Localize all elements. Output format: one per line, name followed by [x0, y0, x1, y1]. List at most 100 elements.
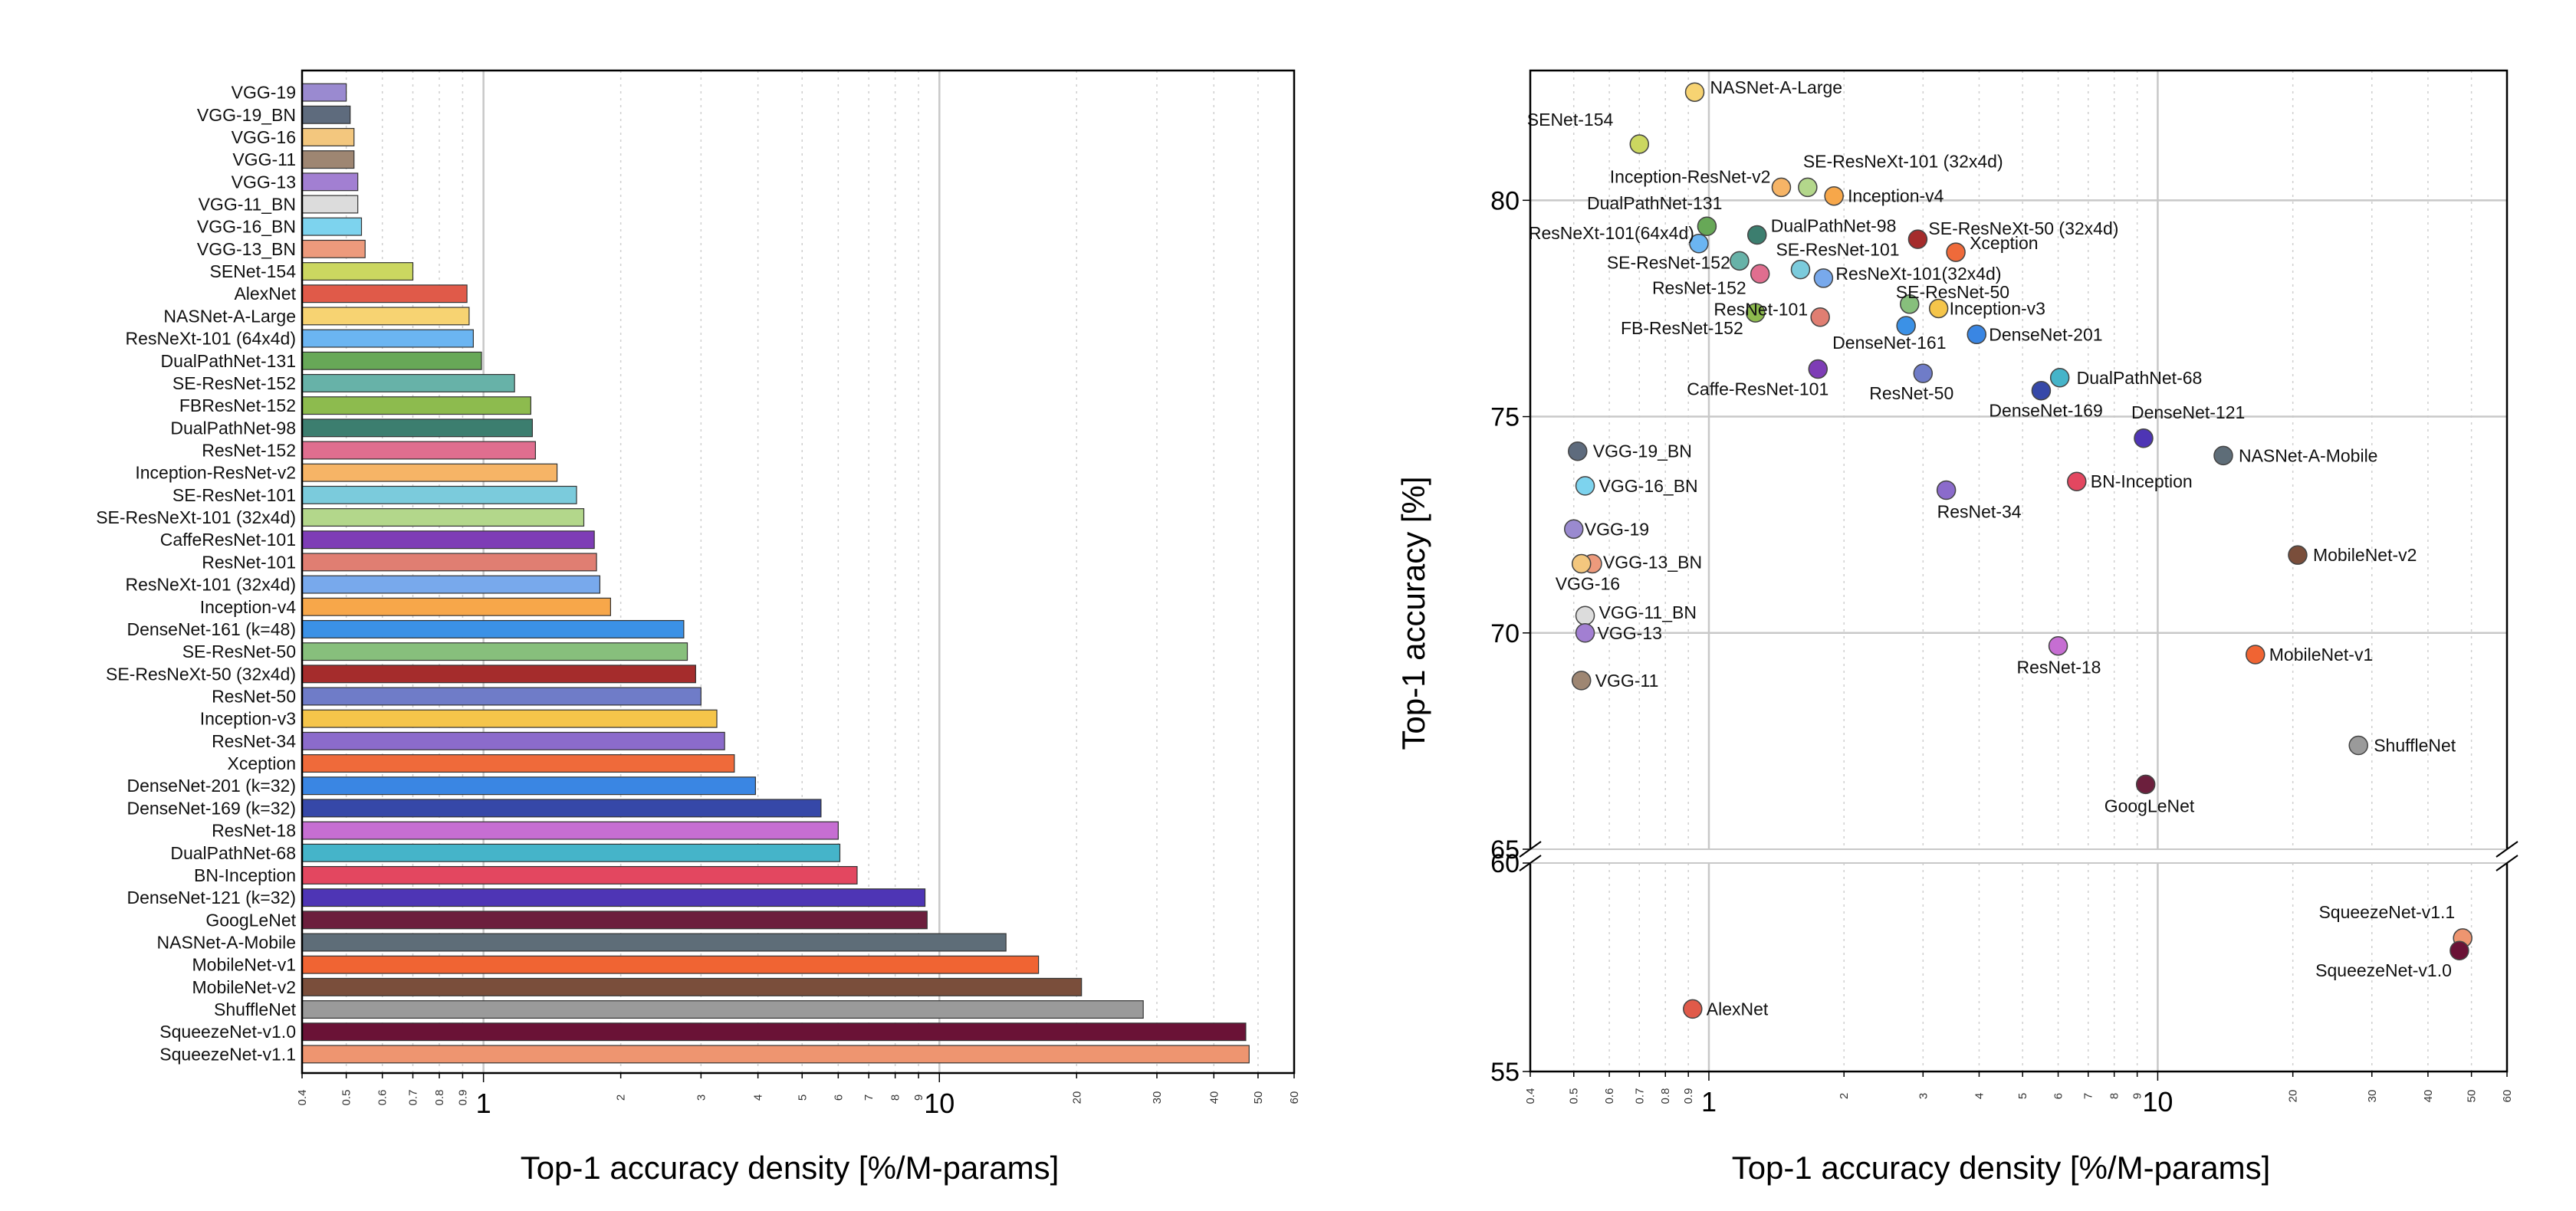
category-label: Inception-v3	[200, 709, 296, 729]
point-label: DualPathNet-98	[1771, 215, 1897, 235]
point-label: ResNet-101	[1714, 300, 1808, 320]
bar-inception-v4	[301, 597, 611, 616]
point-densenet-161	[1896, 316, 1916, 336]
point-dualpathnet-131	[1697, 216, 1717, 236]
bar-vgg-19-bn	[301, 105, 351, 124]
x-tick-label: 2	[1838, 1093, 1851, 1099]
bar-se-resnet-50	[301, 642, 688, 661]
bar-resnet-18	[301, 821, 839, 840]
x-tick-label: 0.9	[456, 1090, 469, 1106]
x-tick-label: 1	[1701, 1086, 1717, 1117]
bar-chart-bars	[301, 83, 1250, 1064]
y-tick-label: 60	[1490, 849, 1520, 878]
x-tick-label: 60	[2501, 1090, 2514, 1103]
point-label: Inception-v4	[1848, 186, 1944, 206]
x-tick-label: 9	[2131, 1093, 2144, 1099]
category-label: VGG-11	[232, 149, 296, 169]
bar-densenet-169-k-32	[301, 799, 822, 818]
x-tick-label: 0.4	[1524, 1088, 1537, 1104]
category-label: DenseNet-201 (k=32)	[127, 776, 296, 796]
x-tick-label: 50	[2466, 1090, 2479, 1103]
y-tick-label: 65	[1490, 835, 1520, 865]
point-se-resnet-50	[1900, 294, 1920, 314]
point-label: GoogLeNet	[2104, 796, 2195, 816]
point-shufflenet	[2348, 735, 2368, 756]
point-densenet-169	[2031, 380, 2052, 401]
category-label: SE-ResNet-50	[182, 642, 296, 661]
point-senet-154	[1629, 134, 1650, 154]
bar-resnet-101	[301, 553, 597, 572]
point-label: Xception	[1970, 233, 2039, 253]
bar-chart-x-axis-title: Top-1 accuracy density [%/M-params]	[521, 1150, 1060, 1186]
point-resnet-101	[1810, 307, 1830, 327]
upper-frame	[1529, 69, 2509, 849]
bar-inception-resnet-v2	[301, 463, 558, 482]
scatter-chart-y-axis-title: Top-1 accuracy [%]	[1395, 476, 1431, 750]
category-label: GoogLeNet	[205, 910, 296, 930]
lower-frame	[1529, 863, 2509, 1073]
scatter-chart-points	[1563, 82, 2472, 1019]
point-caffe-resnet-101	[1808, 359, 1829, 379]
point-dualpathnet-98	[1746, 225, 1767, 245]
category-label: SqueezeNet-v1.0	[159, 1022, 296, 1042]
x-tick-label: 4	[1973, 1093, 1986, 1099]
category-label: SE-ResNet-101	[172, 485, 296, 505]
x-tick-label: 1	[476, 1088, 491, 1119]
bar-se-resnext-50-32x4d	[301, 665, 696, 684]
category-label: SE-ResNeXt-101 (32x4d)	[96, 507, 296, 527]
point-googlenet	[2135, 774, 2156, 795]
point-resnext-101-32x4d	[1813, 268, 1834, 288]
category-label: DualPathNet-131	[161, 351, 296, 371]
point-label: SqueezeNet-v1.0	[2315, 960, 2452, 980]
bar-alexnet	[301, 284, 468, 304]
x-tick-label: 0.8	[1659, 1088, 1672, 1104]
point-resnet-50	[1913, 363, 1934, 383]
point-se-resnext-101-32x4d	[1798, 177, 1818, 198]
category-label: ResNet-101	[202, 552, 296, 572]
bar-cafferesnet-101	[301, 530, 595, 550]
point-vgg-19	[1563, 519, 1584, 540]
category-label: VGG-19_BN	[197, 105, 296, 125]
x-tick-label: 0.5	[1568, 1088, 1581, 1104]
point-inception-v4	[1824, 185, 1844, 206]
x-tick-label: 0.5	[340, 1090, 353, 1106]
bar-densenet-121-k-32	[301, 888, 926, 907]
x-tick-label: 8	[2108, 1093, 2121, 1099]
point-label: DualPathNet-131	[1587, 193, 1722, 213]
point-label: NASNet-A-Large	[1710, 77, 1843, 97]
point-label: VGG-13	[1598, 623, 1662, 643]
point-nasnet-a-large	[1684, 82, 1705, 102]
category-label: NASNet-A-Mobile	[157, 933, 297, 953]
bar-dualpathnet-131	[301, 351, 482, 370]
category-label: ResNet-152	[202, 441, 296, 461]
category-label: MobileNet-v2	[192, 977, 297, 997]
point-label: ResNet-34	[1937, 502, 2022, 522]
point-label: FB-ResNet-152	[1621, 318, 1743, 338]
point-label: AlexNet	[1707, 999, 1769, 1019]
category-label: CaffeResNet-101	[160, 530, 296, 550]
x-tick-label: 7	[2082, 1093, 2095, 1099]
category-label: ShuffleNet	[214, 999, 297, 1019]
point-label: BN-Inception	[2091, 471, 2193, 491]
x-tick-label: 6	[832, 1094, 845, 1101]
category-label: ResNet-34	[212, 731, 296, 751]
point-resnet-152	[1750, 264, 1770, 284]
scatter-chart-x-axis-title: Top-1 accuracy density [%/M-params]	[1732, 1150, 2271, 1186]
point-inception-resnet-v2	[1771, 177, 1792, 198]
point-label: SE-ResNet-50	[1896, 282, 2009, 302]
point-squeezenet-v1-0	[2450, 940, 2469, 960]
point-label: NASNet-A-Mobile	[2239, 445, 2378, 465]
bar-se-resnet-101	[301, 485, 577, 504]
point-label: DualPathNet-68	[2077, 368, 2203, 388]
bar-bn-inception	[301, 865, 858, 884]
bar-vgg-19	[301, 83, 347, 102]
x-tick-label: 40	[2422, 1090, 2435, 1103]
point-bn-inception	[2067, 471, 2087, 491]
point-label: ShuffleNet	[2374, 736, 2456, 756]
bar-mobilenet-v1	[301, 955, 1040, 974]
x-tick-label: 8	[889, 1094, 902, 1101]
category-label: SE-ResNeXt-50 (32x4d)	[106, 664, 296, 684]
x-tick-label: 2	[615, 1094, 628, 1101]
